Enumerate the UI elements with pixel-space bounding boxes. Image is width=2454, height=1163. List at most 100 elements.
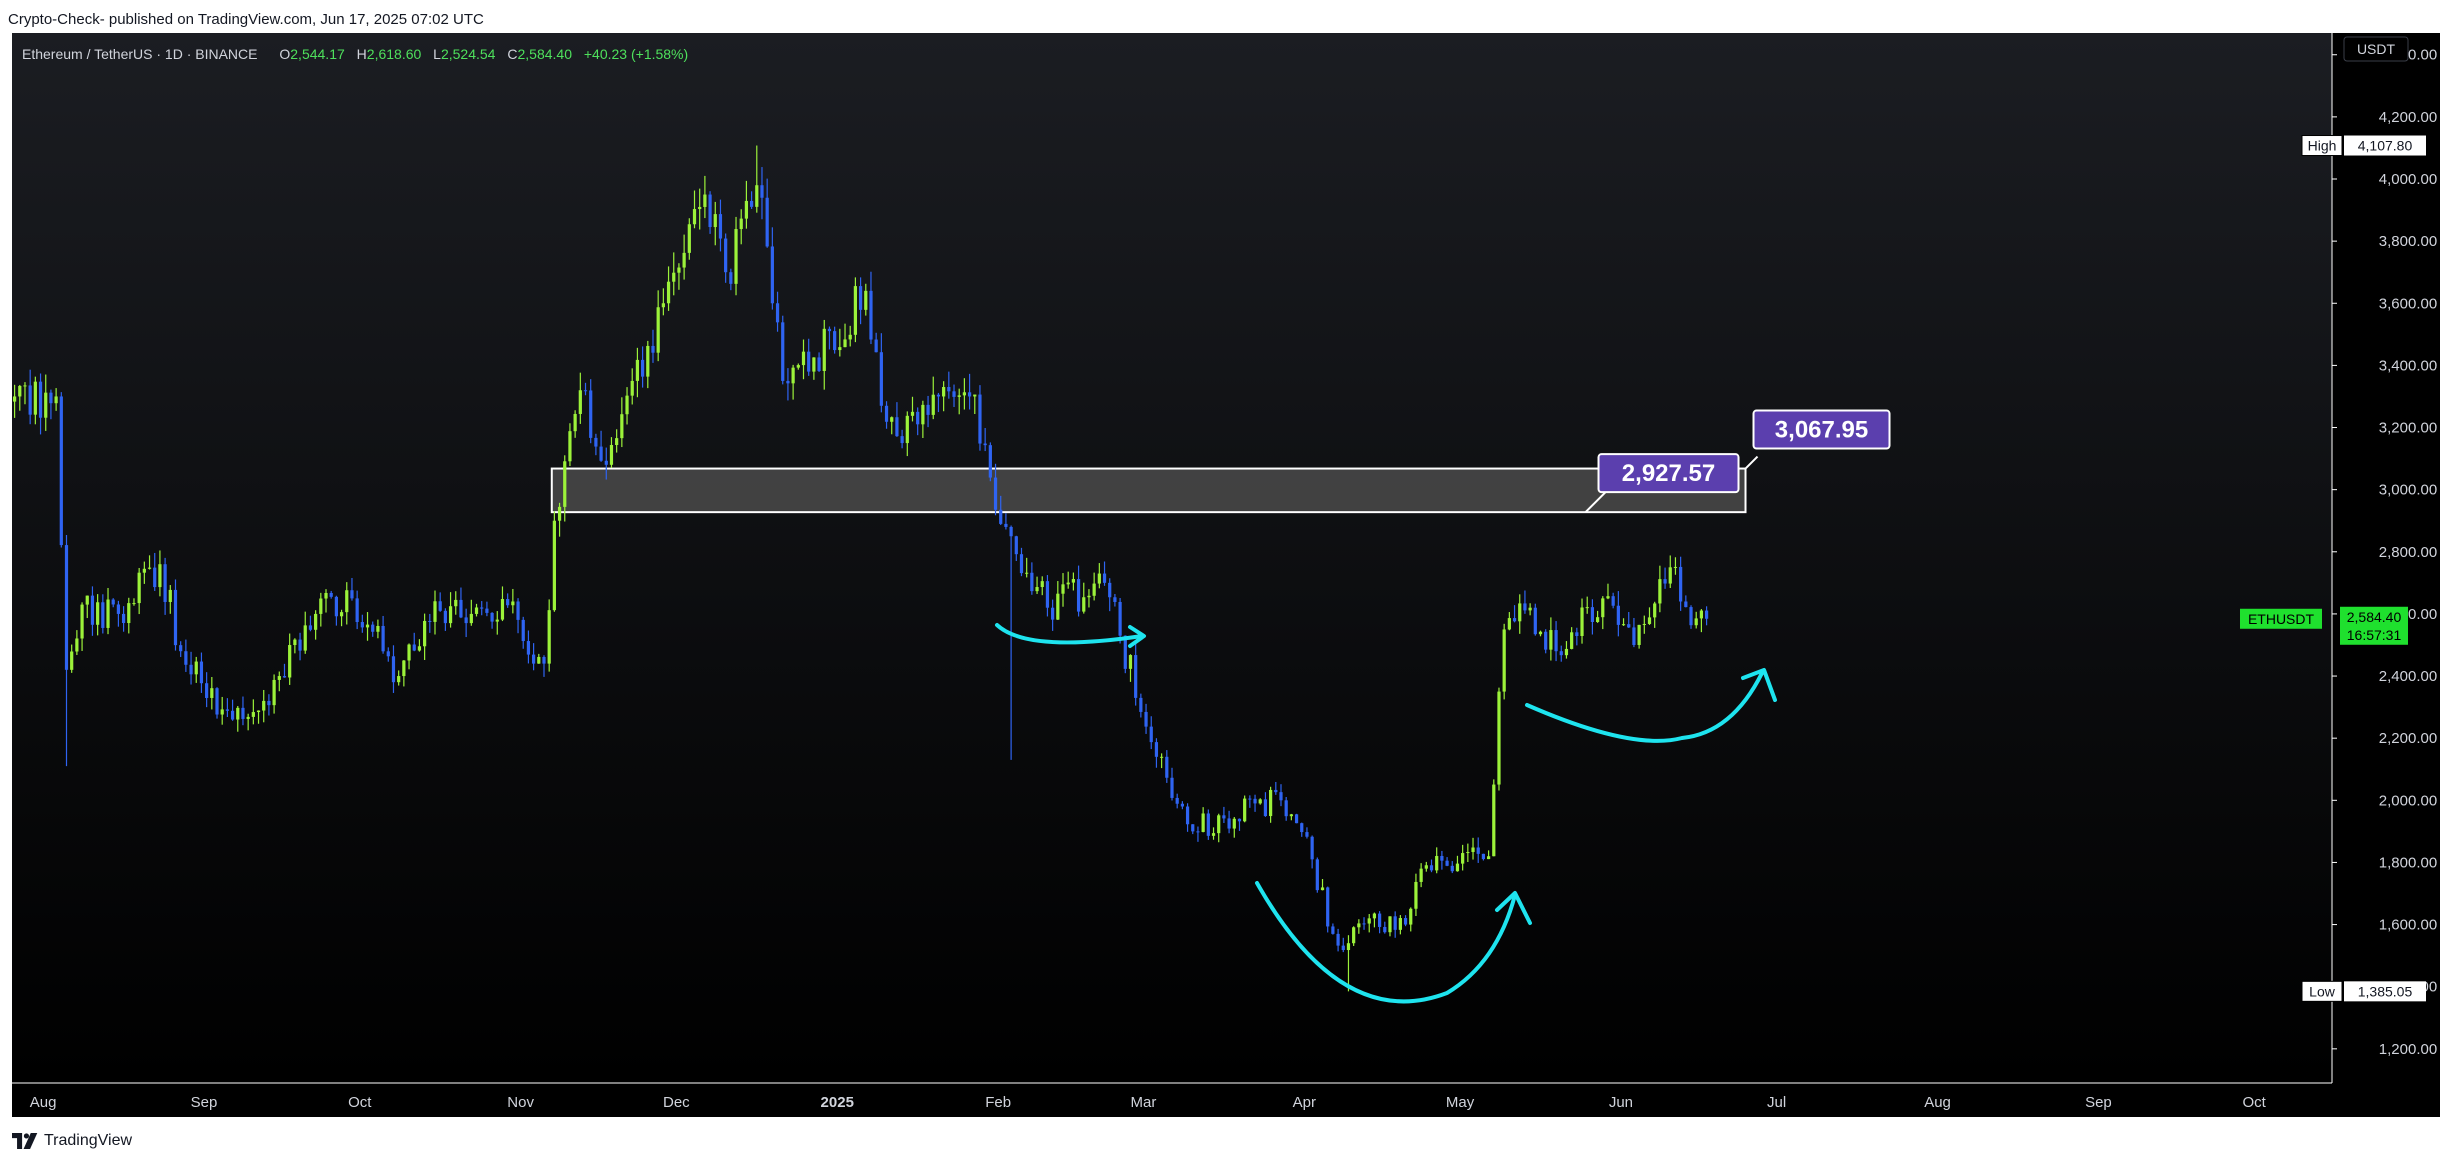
candle xyxy=(511,588,515,614)
candle xyxy=(381,615,385,654)
candle xyxy=(656,290,660,362)
annotation-arrow-june xyxy=(1741,668,1777,702)
candlestick-chart[interactable]: 2,927.573,067.95 1,200.001,400.001,600.0… xyxy=(12,33,2440,1117)
candle xyxy=(402,660,406,687)
x-tick-label: 2025 xyxy=(821,1094,854,1111)
zone-label-high-box[interactable] xyxy=(1752,409,1891,450)
candle xyxy=(1004,513,1008,530)
candle xyxy=(921,400,925,439)
candle xyxy=(1357,919,1361,934)
candle xyxy=(926,395,930,428)
candle xyxy=(464,608,468,638)
low-label: L xyxy=(433,46,441,62)
candle xyxy=(807,338,811,376)
candle xyxy=(1668,555,1672,589)
candle xyxy=(256,710,261,724)
candle xyxy=(1253,794,1257,812)
candle xyxy=(521,616,525,649)
candle xyxy=(1352,926,1356,946)
candle xyxy=(1097,563,1101,589)
candle xyxy=(70,644,74,673)
candle xyxy=(303,611,307,654)
candle xyxy=(1606,583,1610,600)
candle xyxy=(1383,921,1387,934)
candle xyxy=(698,188,702,230)
candle xyxy=(469,599,473,626)
candle xyxy=(890,416,894,435)
candle xyxy=(215,687,219,719)
candle xyxy=(49,389,53,420)
candle xyxy=(371,621,375,637)
candle xyxy=(765,178,769,248)
candle xyxy=(132,598,136,606)
candle xyxy=(879,333,883,413)
candle xyxy=(267,694,271,716)
candle xyxy=(1102,561,1107,586)
candle xyxy=(205,672,209,708)
candle xyxy=(1232,817,1236,838)
candle xyxy=(1139,693,1143,718)
footer-branding[interactable]: TradingView xyxy=(12,1128,132,1154)
candle xyxy=(978,385,982,451)
candle xyxy=(635,347,640,398)
candle xyxy=(1684,595,1688,608)
candle xyxy=(277,671,281,692)
candle xyxy=(703,175,707,219)
last-price-tag[interactable]: ETHUSDT 2,584.40 16:57:31 xyxy=(2240,606,2408,645)
candle xyxy=(983,427,987,452)
candle xyxy=(272,674,276,714)
drawing-annotations xyxy=(995,623,1777,1004)
candle xyxy=(833,326,837,354)
candle xyxy=(1642,615,1646,634)
candle xyxy=(1092,572,1096,601)
candle xyxy=(962,378,967,410)
candle xyxy=(23,382,27,405)
open-label: O xyxy=(279,46,291,62)
candle xyxy=(910,396,915,422)
candle xyxy=(1320,879,1325,891)
candle xyxy=(1689,605,1693,629)
candle xyxy=(895,402,899,437)
candle xyxy=(1440,850,1444,870)
candle xyxy=(459,587,463,619)
candle xyxy=(1294,813,1299,824)
candle xyxy=(179,641,183,658)
candle xyxy=(1388,916,1392,937)
x-tick-label: Oct xyxy=(2242,1094,2266,1111)
candle xyxy=(1217,813,1221,843)
candle xyxy=(397,670,401,686)
y-tick-label: 2,400.00 xyxy=(2379,668,2437,685)
open-value: 2,544.17 xyxy=(290,46,345,62)
candle xyxy=(225,698,230,718)
candle xyxy=(1237,818,1242,831)
candle xyxy=(54,388,58,411)
currency-button[interactable] xyxy=(2343,36,2409,62)
candle xyxy=(1310,835,1314,869)
symbol-legend[interactable]: Ethereum / TetherUS · 1D · BINANCE O2,54… xyxy=(22,43,688,65)
chart-frame[interactable]: 2,927.573,067.95 1,200.001,400.001,600.0… xyxy=(12,33,2440,1117)
candle xyxy=(864,283,868,316)
candle xyxy=(500,586,505,622)
candle xyxy=(931,376,935,420)
candle xyxy=(1528,603,1532,616)
resistance-zone[interactable] xyxy=(550,467,1747,514)
candle xyxy=(594,433,598,456)
candle xyxy=(734,216,738,296)
candle xyxy=(1191,824,1195,835)
zone-label-low-box[interactable] xyxy=(1597,453,1740,494)
candle xyxy=(1248,795,1252,808)
symbol-title[interactable]: Ethereum / TetherUS · 1D · BINANCE xyxy=(22,46,258,62)
candle xyxy=(262,689,266,723)
candle xyxy=(1658,565,1662,613)
candle xyxy=(1611,592,1615,609)
candle xyxy=(137,567,141,615)
candle xyxy=(781,315,785,385)
svg-text:ETHUSDT: ETHUSDT xyxy=(2248,611,2315,627)
tradingview-brand: TradingView xyxy=(44,1132,133,1149)
candle xyxy=(329,590,333,599)
candle xyxy=(1580,598,1584,644)
candle xyxy=(1201,807,1205,833)
candle xyxy=(1616,591,1620,637)
y-tick-label: 4,000.00 xyxy=(2379,171,2437,188)
candle xyxy=(28,369,32,425)
